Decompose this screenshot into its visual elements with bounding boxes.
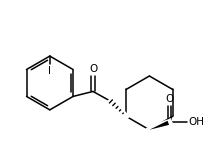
Text: O: O — [89, 64, 97, 73]
Text: O: O — [165, 94, 173, 104]
Polygon shape — [149, 121, 169, 130]
Text: I: I — [48, 66, 51, 76]
Text: OH: OH — [188, 117, 204, 127]
